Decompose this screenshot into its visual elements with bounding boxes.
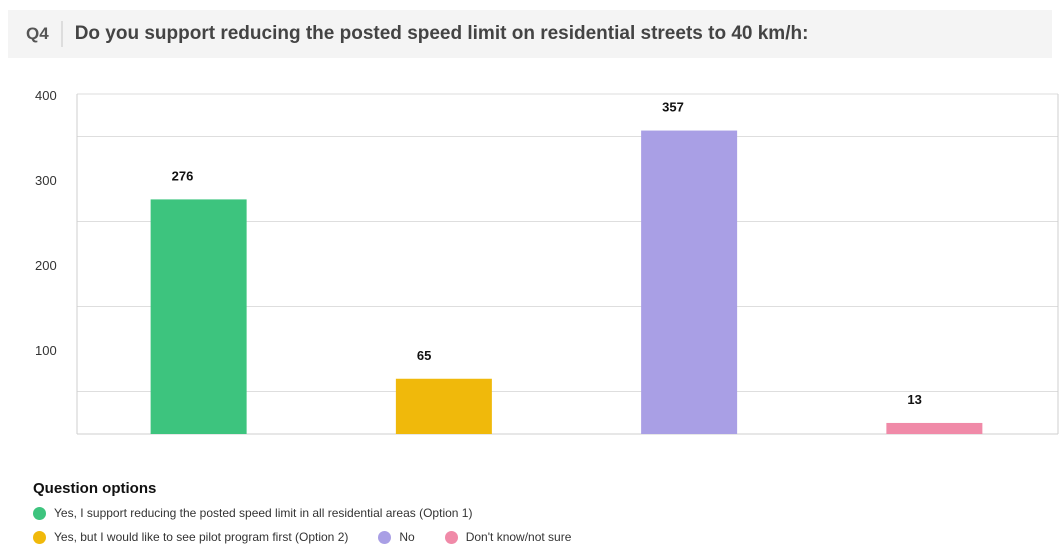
y-tick-label: 300 [35,173,57,188]
bar-value-label: 357 [662,100,684,115]
legend-title: Question options [33,480,157,497]
question-number: Q4 [8,21,63,47]
legend-dot-icon [378,530,392,544]
bar-chart: 100 200 300 400 276 65 357 13 [35,88,1059,435]
legend-dot-icon [33,506,46,520]
y-tick-label: 400 [35,88,57,103]
legend-label: Yes, but I would like to see pilot progr… [54,530,349,544]
bar-value-label: 65 [417,348,431,363]
legend-label: No [399,530,415,544]
legend-item-option-1: Yes, I support reducing the posted speed… [33,506,472,520]
bar-value-label: 13 [907,392,921,407]
y-tick-label: 200 [35,258,57,273]
legend-dot-icon [444,530,458,544]
legend-dot-icon [33,530,46,544]
legend-item-no: No [378,530,415,544]
legend-label: Don't know/not sure [465,530,572,544]
question-text: Do you support reducing the posted speed… [74,23,809,44]
bar [395,378,492,434]
legend-item-not-sure: Don't know/not sure [444,530,572,544]
legend-row-1: Yes, I support reducing the posted speed… [33,506,502,520]
question-header: Q4 Do you support reducing the posted sp… [8,10,1052,58]
bar [886,422,983,434]
bar [641,130,738,435]
bar [150,199,247,434]
legend-label: Yes, I support reducing the posted speed… [54,506,473,520]
y-tick-label: 100 [35,343,57,358]
bar-value-label: 276 [172,168,194,183]
legend-item-option-2: Yes, but I would like to see pilot progr… [33,530,348,544]
legend-row-2: Yes, but I would like to see pilot progr… [33,530,601,544]
